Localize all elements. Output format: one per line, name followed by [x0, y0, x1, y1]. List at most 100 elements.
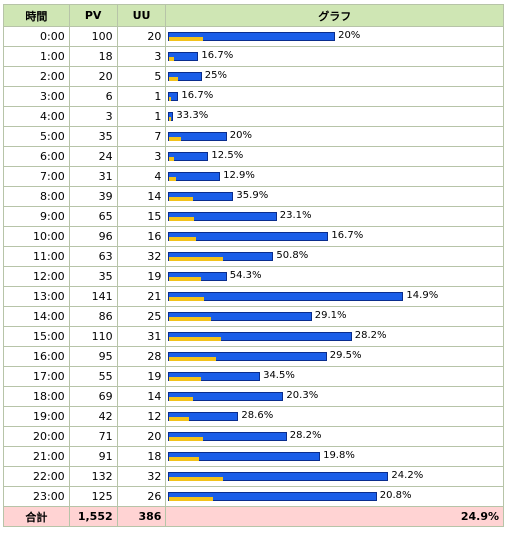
time-cell: 21:00	[3, 446, 70, 467]
data-row: 3:00 6 1 16.7%	[3, 86, 504, 107]
graph-cell: 33.3%	[165, 106, 504, 127]
data-row: 19:00 42 12 28.6%	[3, 406, 504, 427]
uu-bar	[169, 137, 182, 141]
ratio-label: 20.3%	[286, 390, 319, 401]
ratio-label: 20%	[338, 30, 361, 41]
ratio-label: 50.8%	[276, 250, 309, 261]
data-row: 0:00 100 20 20%	[3, 26, 504, 47]
graph-cell: 50.8%	[165, 246, 504, 267]
pv-cell: 110	[68, 326, 118, 347]
time-cell: 13:00	[3, 286, 70, 307]
uu-cell: 4	[116, 166, 167, 187]
uu-bar	[169, 357, 217, 361]
pv-cell: 31	[68, 166, 118, 187]
ratio-label: 35.9%	[236, 190, 269, 201]
pv-cell: 55	[68, 366, 118, 387]
data-row: 1:00 18 3 16.7%	[3, 46, 504, 67]
data-row: 8:00 39 14 35.9%	[3, 186, 504, 207]
ratio-label: 19.8%	[323, 450, 355, 461]
uu-bar	[169, 37, 203, 41]
data-row: 13:00 141 21 14.9%	[3, 286, 504, 307]
pv-cell: 132	[68, 466, 118, 487]
data-row: 23:00 125 26 20.8%	[3, 486, 504, 507]
pv-bar	[168, 152, 209, 161]
uu-cell: 20	[116, 26, 167, 47]
uu-bar	[169, 457, 200, 461]
uu-cell: 3	[116, 146, 167, 167]
graph-cell: 20.8%	[165, 486, 504, 507]
uu-bar	[169, 157, 175, 161]
uu-bar	[169, 177, 177, 181]
ratio-label: 54.3%	[229, 270, 262, 281]
pv-cell: 39	[68, 186, 118, 207]
data-row: 10:00 96 16 16.7%	[3, 226, 504, 247]
uu-cell: 32	[116, 246, 167, 267]
uu-cell: 5	[116, 66, 167, 87]
pv-cell: 18	[68, 46, 118, 67]
ratio-label: 28.2%	[289, 430, 322, 441]
pv-bar	[168, 432, 287, 441]
uu-cell: 14	[116, 186, 167, 207]
ratio-label: 29.5%	[329, 350, 362, 361]
pv-cell: 42	[68, 406, 118, 427]
uu-bar	[169, 497, 213, 501]
time-cell: 20:00	[3, 426, 70, 447]
time-cell: 8:00	[3, 186, 70, 207]
graph-cell: 29.1%	[165, 306, 504, 327]
graph-cell: 28.2%	[165, 326, 504, 347]
pv-bar	[168, 492, 377, 501]
time-cell: 12:00	[3, 266, 70, 287]
data-row: 6:00 24 3 12.5%	[3, 146, 504, 167]
uu-bar	[169, 57, 175, 61]
time-cell: 7:00	[3, 166, 70, 187]
pv-cell: 86	[68, 306, 118, 327]
graph-cell: 12.5%	[165, 146, 504, 167]
data-row: 22:00 132 32 24.2%	[3, 466, 504, 487]
uu-bar	[169, 417, 190, 421]
uu-cell: 32	[116, 466, 167, 487]
uu-cell: 15	[116, 206, 167, 227]
uu-cell: 1	[116, 106, 167, 127]
pv-bar	[168, 192, 234, 201]
graph-cell: 23.1%	[165, 206, 504, 227]
graph-cell: 12.9%	[165, 166, 504, 187]
pv-bar	[168, 212, 277, 221]
graph-cell: 19.8%	[165, 446, 504, 467]
pv-cell: 91	[68, 446, 118, 467]
data-row: 11:00 63 32 50.8%	[3, 246, 504, 267]
pv-bar	[168, 132, 227, 141]
uu-cell: 28	[116, 346, 167, 367]
pv-cell: 35	[68, 126, 118, 147]
pv-cell: 125	[68, 486, 118, 507]
uu-cell: 16	[116, 226, 167, 247]
pv-cell: 20	[68, 66, 118, 87]
ratio-label: 25%	[204, 70, 227, 81]
uu-cell: 31	[116, 326, 167, 347]
graph-cell: 16.7%	[165, 226, 504, 247]
time-cell: 10:00	[3, 226, 70, 247]
pv-cell: 95	[68, 346, 118, 367]
stats-table: 時間 PV UU グラフ 0:00 100 20 20% 1:00 18 3 16.7% 2:0…	[3, 4, 504, 527]
uu-bar	[169, 257, 223, 261]
uu-bar	[169, 217, 195, 221]
uu-bar	[169, 477, 223, 481]
graph-cell: 35.9%	[165, 186, 504, 207]
data-row: 21:00 91 18 19.8%	[3, 446, 504, 467]
graph-cell: 20%	[165, 26, 504, 47]
graph-cell: 34.5%	[165, 366, 504, 387]
graph-cell: 54.3%	[165, 266, 504, 287]
uu-bar	[169, 197, 193, 201]
data-row: 5:00 35 7 20%	[3, 126, 504, 147]
pv-cell: 6	[68, 86, 118, 107]
uu-bar	[169, 437, 203, 441]
graph-cell: 28.2%	[165, 426, 504, 447]
pv-bar	[168, 232, 329, 241]
ratio-label: 16.7%	[331, 230, 364, 241]
uu-cell: 25	[116, 306, 167, 327]
header-cell: 時間	[3, 4, 70, 27]
pv-bar	[168, 312, 312, 321]
uu-bar	[169, 297, 205, 301]
graph-cell: 25%	[165, 66, 504, 87]
pv-bar	[168, 32, 336, 41]
